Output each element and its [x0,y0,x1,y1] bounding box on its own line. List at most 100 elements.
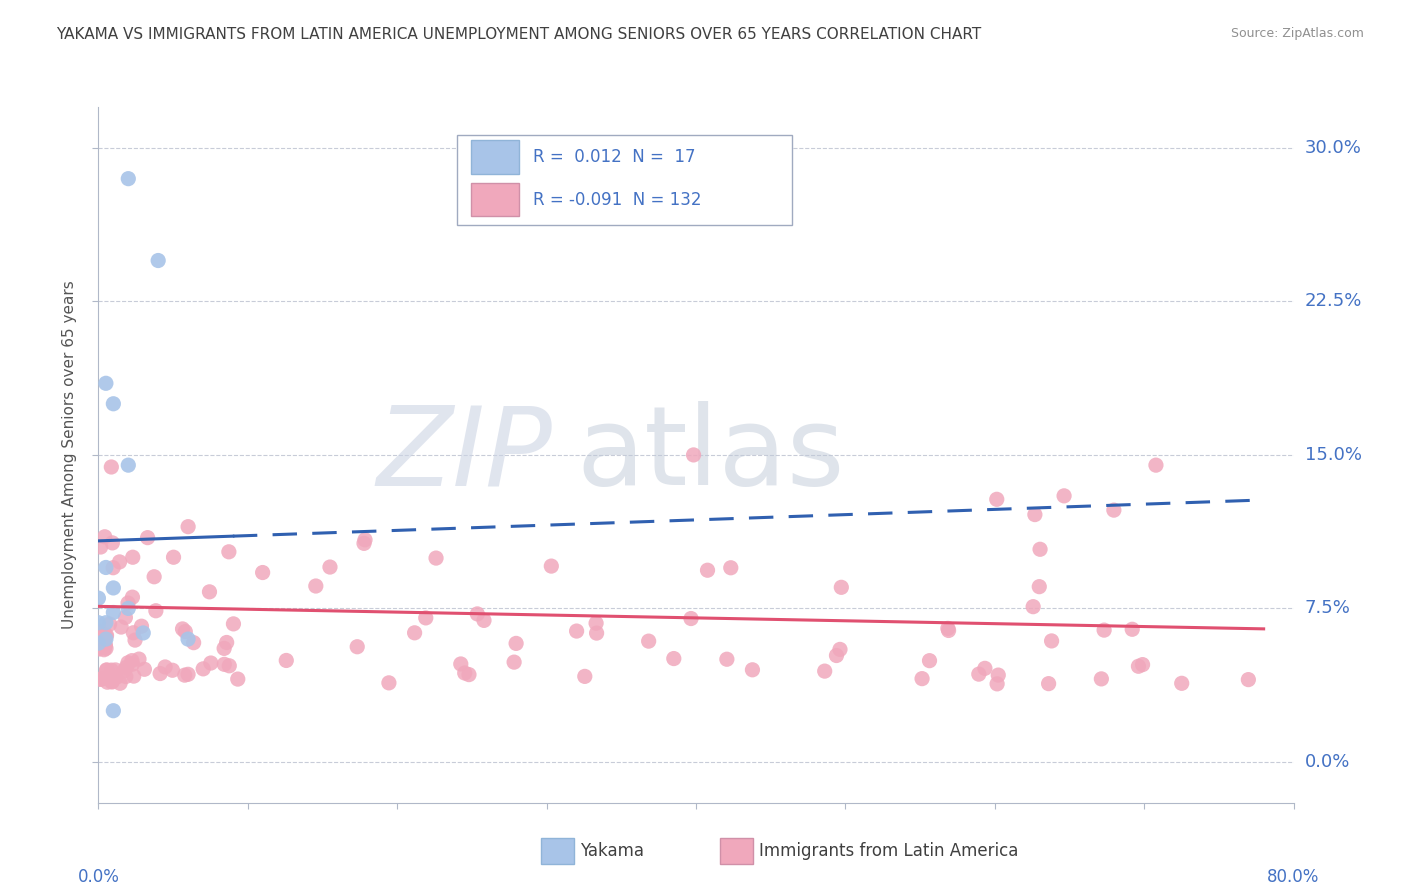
Point [505,636,527,650]
Point [121,654,143,668]
Point [117,458,139,472]
Point [96,675,118,690]
Point [87,615,110,630]
Point [1121,622,1143,636]
Point [112,664,135,678]
Point [193,662,215,676]
Point [585,626,607,640]
Point [472,614,495,628]
Point [87,636,110,650]
Point [101,560,124,574]
Point [177,667,200,681]
Point [465,607,488,621]
Point [222,616,245,631]
Point [94,615,117,630]
Point [90,540,112,554]
Point [173,668,195,682]
Point [276,653,298,667]
Y-axis label: Unemployment Among Seniors over 65 years: Unemployment Among Seniors over 65 years [62,281,77,629]
Point [305,579,328,593]
Text: ZIP: ZIP [377,401,553,508]
Text: atlas: atlas [576,401,845,508]
Point [122,669,145,683]
Point [94,629,117,643]
Bar [471,183,519,216]
Point [679,611,702,625]
Point [741,663,763,677]
Point [104,663,127,677]
Bar [540,838,574,864]
Point [90,639,112,653]
Point [117,656,139,670]
Point [89,626,111,640]
Point [143,570,166,584]
Point [121,657,143,672]
Point [918,654,941,668]
Point [825,648,848,663]
Point [986,492,1008,507]
Point [1024,508,1046,522]
Point [696,563,718,577]
Point [252,566,274,580]
Text: Yakama: Yakama [581,842,644,860]
Point [637,634,659,648]
Text: 7.5%: 7.5% [1305,599,1351,617]
Point [162,550,184,565]
Point [94,640,117,654]
Point [110,620,132,634]
Point [319,560,342,574]
Point [974,661,997,675]
Point [814,664,837,678]
Text: R = -0.091  N = 132: R = -0.091 N = 132 [533,191,702,209]
Point [454,665,477,680]
Point [425,551,447,566]
Point [115,660,138,674]
Point [101,674,124,689]
Point [938,624,960,638]
Point [200,656,222,670]
Point [346,640,368,654]
Point [1029,542,1052,557]
Point [1237,673,1260,687]
Point [830,580,852,594]
Point [540,559,562,574]
Point [1170,676,1192,690]
Point [136,531,159,545]
Point [1038,676,1060,690]
Point [585,616,607,631]
Point [1040,634,1063,648]
Text: 22.5%: 22.5% [1305,293,1362,310]
Point [87,591,110,606]
Point [183,635,205,649]
Point [1053,489,1076,503]
Point [986,677,1008,691]
Point [117,171,139,186]
Point [94,632,117,646]
Point [574,669,596,683]
Point [378,676,401,690]
Point [720,561,742,575]
Point [94,641,117,656]
Point [987,668,1010,682]
Point [103,704,125,718]
Point [103,606,125,620]
Point [174,624,197,639]
Point [1022,599,1045,614]
Point [94,671,117,685]
Point [353,536,375,550]
Point [108,676,131,690]
Bar [720,838,754,864]
Point [91,632,114,646]
Point [94,560,117,574]
Point [101,675,124,690]
Point [911,672,934,686]
Point [198,584,221,599]
Point [177,632,200,646]
Point [1092,623,1115,637]
Point [828,642,851,657]
Text: 0.0%: 0.0% [77,868,120,887]
Point [354,533,377,547]
Point [218,545,240,559]
Point [117,601,139,615]
Point [149,666,172,681]
